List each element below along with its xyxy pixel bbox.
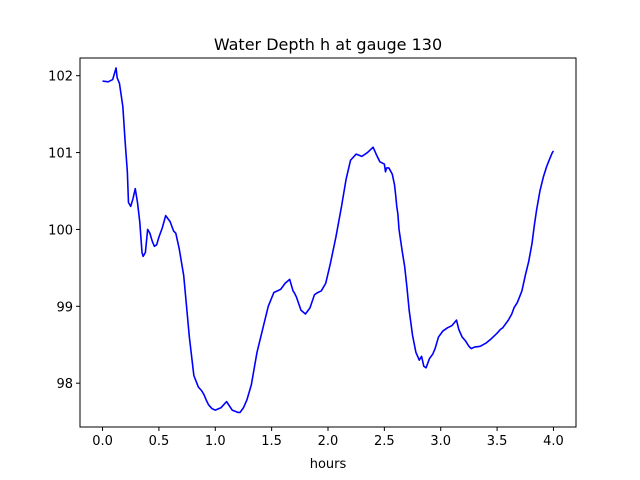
y-tick-label: 98: [56, 377, 73, 392]
x-tick-label: 0.5: [149, 434, 170, 449]
y-tick-label: 100: [48, 223, 73, 238]
y-tick-label: 101: [48, 147, 73, 162]
series-line-0: [102, 67, 555, 414]
x-tick-label: 2.5: [374, 434, 395, 449]
x-axis-label: hours: [310, 457, 347, 472]
x-tick-label: 1.0: [205, 434, 226, 449]
plot-area: 0.0 0.5 1.0 1.5 2.0 2.5 3.0 3.5 4.0 98 99 100 101 102: [48, 57, 577, 449]
y-tick-label: 99: [56, 300, 73, 315]
chart-title: Water Depth h at gauge 130: [214, 35, 442, 54]
x-tick-label: 0.0: [92, 434, 113, 449]
x-tick-label: 3.5: [487, 434, 508, 449]
x-tick-label: 4.0: [543, 434, 564, 449]
y-tick-label: 102: [48, 70, 73, 85]
x-tick-label: 2.0: [318, 434, 339, 449]
x-tick-label: 3.0: [430, 434, 451, 449]
x-tick-label: 1.5: [261, 434, 282, 449]
